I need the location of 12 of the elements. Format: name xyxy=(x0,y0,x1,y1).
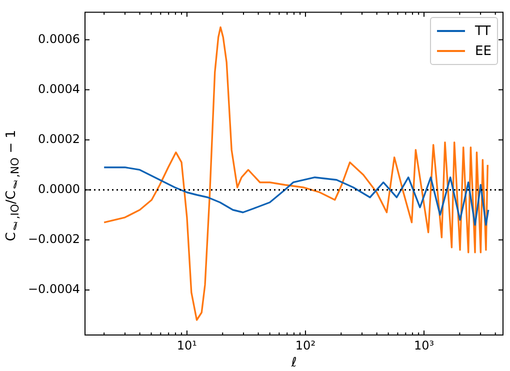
y-tick-label: −0.0002 xyxy=(28,232,80,246)
legend-label: EE xyxy=(475,44,492,59)
y-tick-label: 0.0004 xyxy=(38,82,80,96)
y-tick-label: 0.0006 xyxy=(38,32,80,46)
x-axis-title: ℓ xyxy=(290,356,297,371)
x-tick-label: 10² xyxy=(295,338,316,352)
legend-label: TT xyxy=(475,24,491,39)
x-tick-label: 10³ xyxy=(414,338,434,352)
y-tick-label: 0.0000 xyxy=(38,182,80,196)
y-tick-label: −0.0004 xyxy=(28,282,80,296)
y-tick-label: 0.0002 xyxy=(38,132,80,146)
x-tick-label: 10¹ xyxy=(176,338,198,352)
